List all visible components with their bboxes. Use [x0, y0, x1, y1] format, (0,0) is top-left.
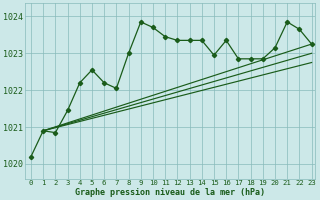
X-axis label: Graphe pression niveau de la mer (hPa): Graphe pression niveau de la mer (hPa) — [75, 188, 265, 197]
